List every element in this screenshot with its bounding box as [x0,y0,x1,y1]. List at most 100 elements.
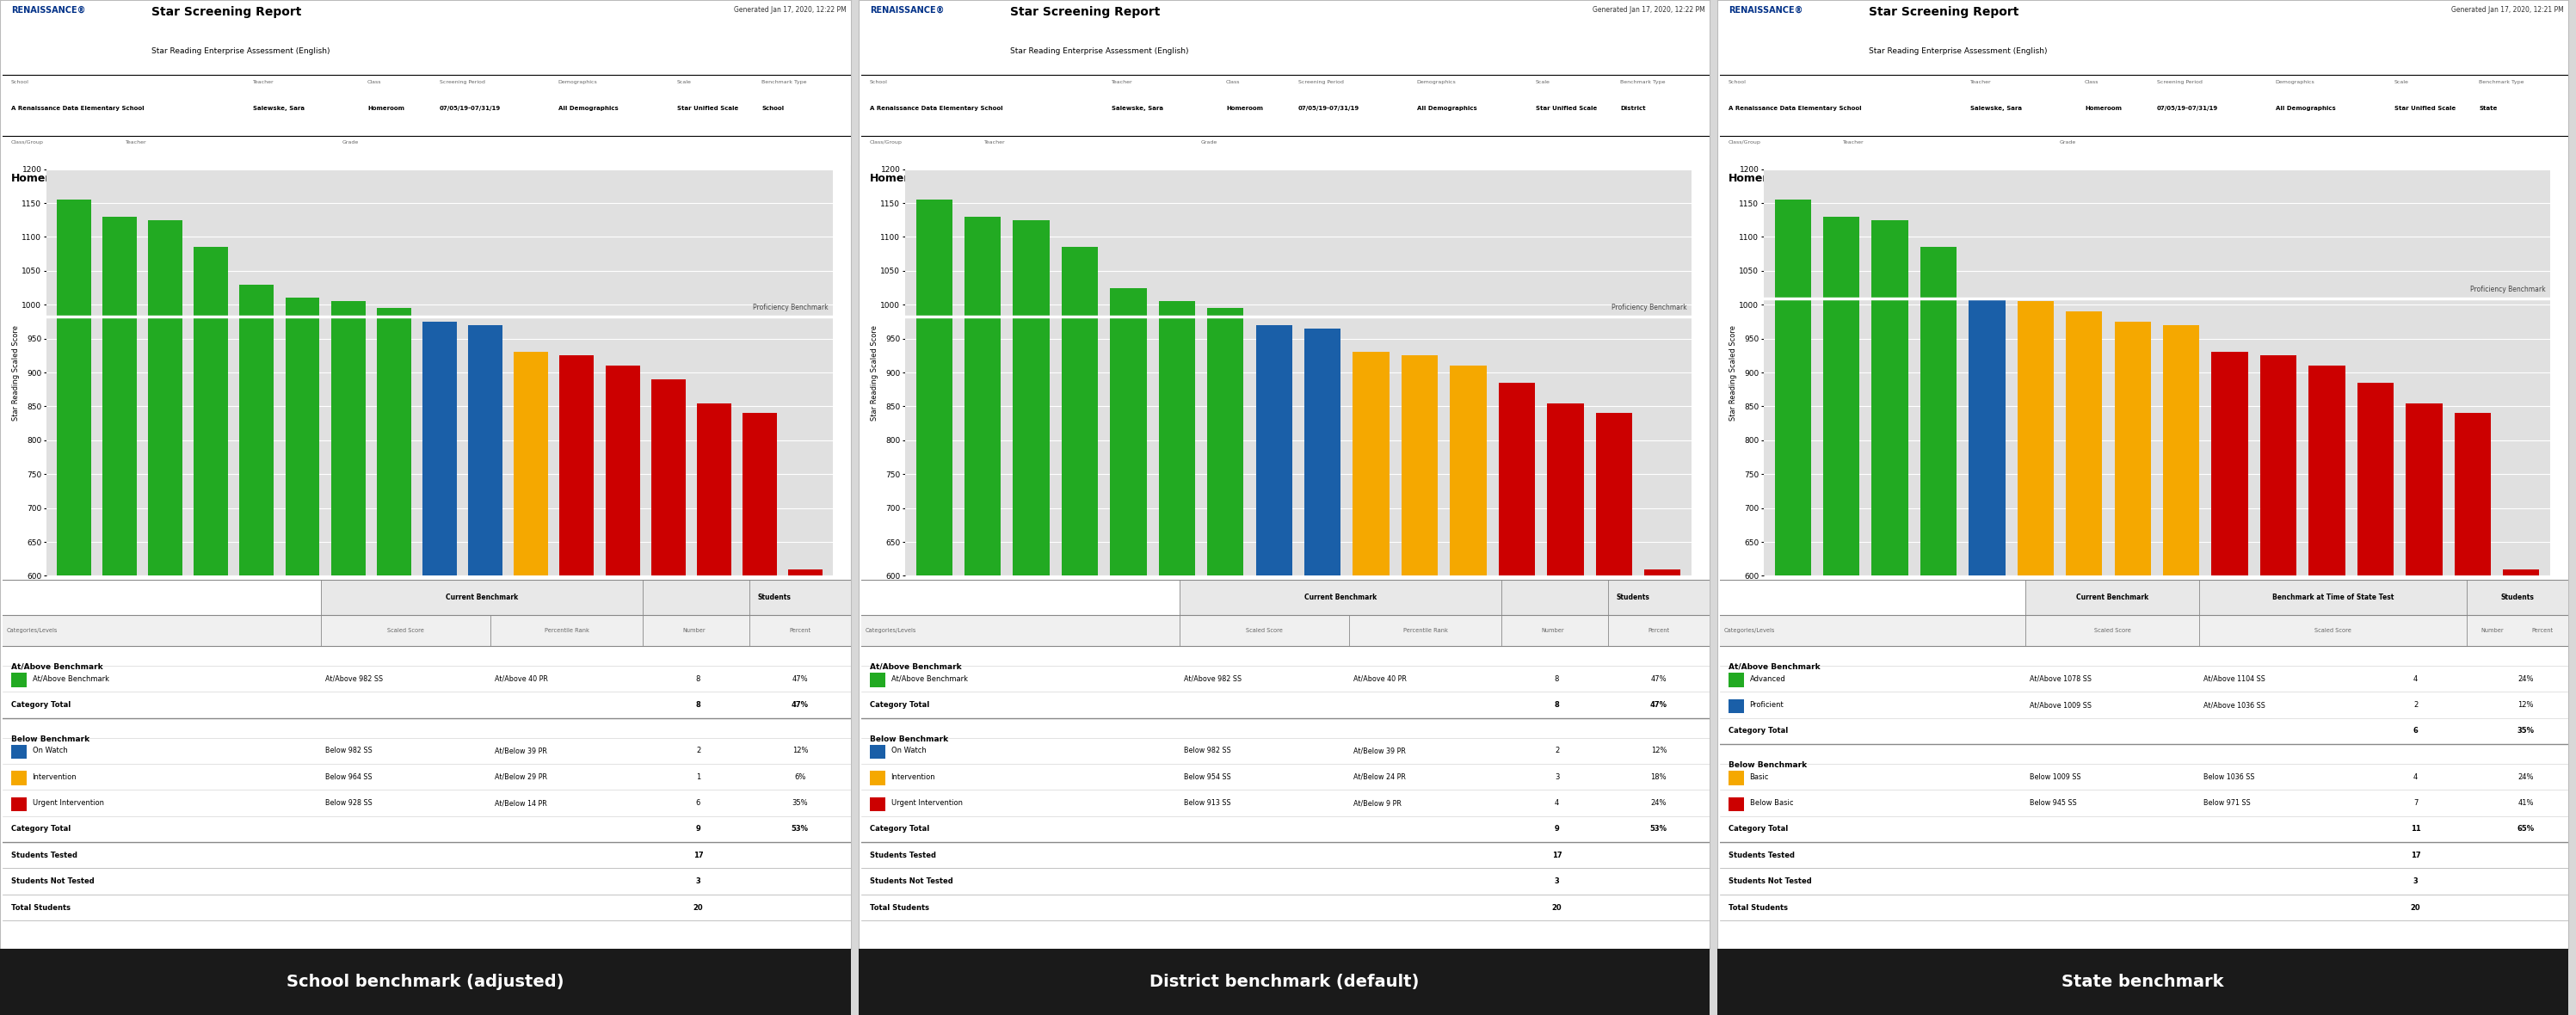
Text: At/Below 9 PR: At/Below 9 PR [1352,799,1401,807]
Text: On Watch: On Watch [891,747,925,754]
Text: Below 964 SS: Below 964 SS [325,773,371,781]
Text: At/Below 24 PR: At/Below 24 PR [1352,773,1406,781]
Bar [1728,797,1744,811]
Text: 17: 17 [2411,852,2421,859]
Bar [1352,352,1388,576]
Text: Star Unified Scale: Star Unified Scale [677,106,739,112]
Bar [1159,301,1195,576]
Bar [1873,220,1909,576]
Bar [1450,365,1486,576]
Bar [286,298,319,576]
Bar [788,569,822,576]
Text: Below 913 SS: Below 913 SS [1182,799,1231,807]
Text: Total Students: Total Students [1728,903,1788,911]
Text: At/Above 982 SS: At/Above 982 SS [325,675,384,683]
Bar [871,797,886,811]
Text: Categories/Levels: Categories/Levels [866,628,917,633]
Text: Benchmark at Time of State Test: Benchmark at Time of State Test [2272,594,2393,601]
Text: Star Reading Enterprise Assessment (English): Star Reading Enterprise Assessment (Engl… [1010,47,1188,55]
Text: 12%: 12% [2517,701,2535,708]
Text: Scaled Score: Scaled Score [2094,628,2130,633]
Bar [1728,699,1744,714]
Text: Proficiency Benchmark: Proficiency Benchmark [1613,303,1687,312]
Text: 2: 2 [696,747,701,754]
Text: Current Benchmark: Current Benchmark [1303,594,1376,601]
Text: Teacher: Teacher [1971,80,1991,84]
Text: Students Tested: Students Tested [10,852,77,859]
Bar [2025,580,2568,615]
Bar [559,355,595,576]
Bar [860,615,1710,647]
Bar [1728,771,1744,785]
Text: Scale: Scale [677,80,690,84]
Text: Students Tested: Students Tested [1728,852,1795,859]
Text: Teacher: Teacher [984,140,1005,145]
Bar [10,745,26,759]
Text: Percentile Rank: Percentile Rank [1404,628,1448,633]
Bar [1721,615,2568,647]
Text: 07/05/19-07/31/19: 07/05/19-07/31/19 [440,106,500,112]
Text: Screening Period: Screening Period [2156,80,2202,84]
Text: Grade: Grade [2058,140,2076,145]
Text: 12%: 12% [791,747,809,754]
Bar [1208,309,1244,576]
Text: 53%: 53% [1651,825,1667,833]
Text: Number: Number [683,628,706,633]
Bar [2455,413,2491,576]
Bar [2115,322,2151,576]
Bar [2308,365,2344,576]
Text: 07/05/19-07/31/19: 07/05/19-07/31/19 [1298,106,1360,112]
Text: At/Above 1009 SS: At/Above 1009 SS [2030,701,2092,708]
Text: Percent: Percent [788,628,811,633]
Text: MathReading, Star: MathReading, Star [1842,174,1955,185]
Bar [742,413,778,576]
Text: A Renaissance Data Elementary School: A Renaissance Data Elementary School [10,106,144,112]
Text: Below 954 SS: Below 954 SS [1182,773,1231,781]
Text: 7: 7 [2414,799,2419,807]
Text: 47%: 47% [1651,675,1667,683]
Text: Scale: Scale [1535,80,1551,84]
Bar [1775,200,1811,576]
Text: Percent: Percent [1649,628,1669,633]
Text: Total Students: Total Students [871,903,930,911]
Bar [1728,673,1744,687]
Text: Proficiency Benchmark: Proficiency Benchmark [2470,285,2545,293]
Bar [1499,383,1535,576]
Y-axis label: Star Reading Scaled Score: Star Reading Scaled Score [1728,325,1736,420]
Bar [1012,220,1048,576]
Bar [2406,403,2442,576]
Bar [1257,325,1293,576]
Text: 9: 9 [1553,825,1558,833]
Text: 2: 2 [2414,701,2419,708]
Bar [10,797,26,811]
Text: 47%: 47% [1651,701,1667,708]
Text: 65%: 65% [2517,825,2535,833]
Text: Homeroom: Homeroom [2084,106,2123,112]
Text: 3: 3 [1553,773,1558,781]
Text: At/Above 1104 SS: At/Above 1104 SS [2202,675,2264,683]
Bar [103,216,137,576]
Bar [1595,413,1633,576]
Text: Star Unified Scale: Star Unified Scale [2393,106,2455,112]
Bar [319,580,850,615]
Text: Class: Class [1226,80,1239,84]
Text: Below Benchmark: Below Benchmark [871,735,948,743]
Text: Grade: Grade [1200,140,1216,145]
Text: 6: 6 [2414,727,2419,735]
Text: Homeroom: Homeroom [1226,106,1262,112]
Bar [652,380,685,576]
Text: Number: Number [1540,628,1564,633]
Bar [57,200,90,576]
Text: Below 982 SS: Below 982 SS [325,747,371,754]
Text: 07/05/19-07/31/19: 07/05/19-07/31/19 [2156,106,2218,112]
Text: Urgent Intervention: Urgent Intervention [891,799,963,807]
Text: 4th: 4th [343,174,363,185]
Text: 20: 20 [2411,903,2421,911]
Text: Benchmark Type: Benchmark Type [1620,80,1667,84]
Text: Below Basic: Below Basic [1749,799,1793,807]
Bar [2357,383,2393,576]
Text: Categories/Levels: Categories/Levels [1723,628,1775,633]
Text: At/Above 40 PR: At/Above 40 PR [1352,675,1406,683]
Text: 8: 8 [696,675,701,683]
Text: District: District [1620,106,1646,112]
